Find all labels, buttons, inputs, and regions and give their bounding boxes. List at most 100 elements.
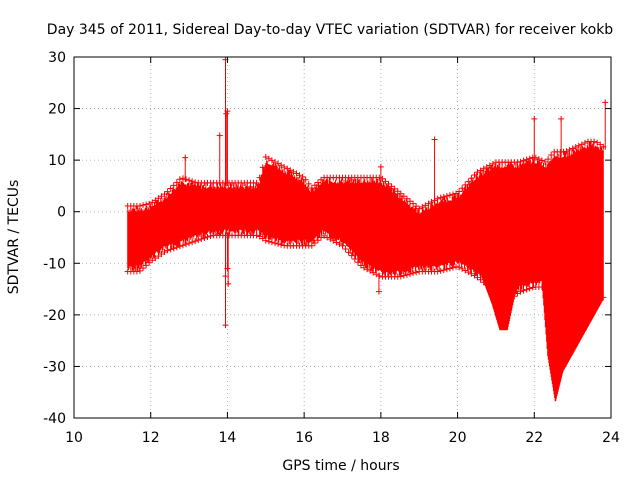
sdtvar-point [179, 242, 186, 249]
sdtvar-point [189, 178, 196, 185]
sdtvar-point [388, 183, 395, 190]
sdtvar-point [284, 165, 291, 172]
y-tick-label: 30 [48, 50, 66, 66]
sdtvar-point [523, 156, 530, 163]
sdtvar-point [155, 253, 162, 260]
sdtvar-point [471, 171, 478, 178]
x-axis-label: GPS time / hours [282, 458, 399, 474]
sdtvar-point [268, 239, 275, 246]
sdtvar-point [281, 163, 288, 170]
sdtvar-point [146, 200, 153, 207]
plot-frame [73, 56, 612, 419]
sdtvar-point [198, 236, 205, 243]
sdtvar-point [370, 269, 377, 276]
sdtvar-point [591, 138, 598, 145]
sdtvar-point [597, 141, 604, 148]
sdtvar-point [468, 270, 475, 277]
outlier-point [602, 99, 609, 106]
sdtvar-point [446, 192, 453, 199]
sdtvar-point [170, 182, 177, 189]
sdtvar-point [422, 202, 429, 209]
sdtvar-point [575, 142, 582, 149]
sdtvar-point [287, 167, 294, 174]
sdtvar-point [262, 237, 269, 244]
sdtvar-point [293, 170, 300, 177]
sdtvar-point [201, 235, 208, 242]
sdtvar-point [514, 290, 521, 297]
sdtvar-point [364, 266, 371, 273]
sdtvar-point [167, 246, 174, 253]
outlier-point [182, 154, 189, 161]
sdtvar-point [136, 202, 143, 209]
outlier-point [223, 110, 230, 117]
sdtvar-point [489, 160, 496, 167]
sdtvar-point [348, 252, 355, 259]
y-tick-label: 20 [48, 102, 66, 118]
outlier-point [224, 265, 231, 272]
sdtvar-point [391, 185, 398, 192]
sdtvar-point [299, 173, 306, 180]
sdtvar-point [563, 295, 570, 302]
sdtvar-point [492, 289, 499, 296]
sdtvar-point [520, 157, 527, 164]
sdtvar-point [477, 167, 484, 174]
x-tick-label: 16 [295, 430, 313, 446]
sdtvar-point [345, 249, 352, 256]
sdtvar-point [551, 284, 558, 291]
sdtvar-point [440, 193, 447, 200]
sdtvar-point [170, 245, 177, 252]
sdtvar-point [413, 269, 420, 276]
sdtvar-point [333, 239, 340, 246]
sdtvar-point [453, 190, 460, 197]
sdtvar-point [308, 242, 315, 249]
sdtvar-point [538, 157, 545, 164]
sdtvar-point [548, 151, 555, 158]
sdtvar-point [554, 287, 561, 294]
sdtvar-point [410, 200, 417, 207]
sdtvar-point [443, 266, 450, 273]
sdtvar-point [569, 145, 576, 152]
sdtvar-point [278, 241, 285, 248]
sdtvar-point [566, 298, 573, 305]
sdtvar-point [428, 199, 435, 206]
sdtvar-point [321, 232, 328, 239]
x-tick-label: 22 [525, 430, 543, 446]
sdtvar-point [416, 205, 423, 212]
sdtvar-point [471, 272, 478, 279]
sdtvar-point [594, 298, 601, 305]
x-tick-label: 14 [219, 430, 237, 446]
sdtvar-point [275, 240, 282, 247]
sdtvar-point [183, 176, 190, 183]
sdtvar-point [268, 157, 275, 164]
outlier-point [431, 136, 438, 143]
sdtvar-point [259, 235, 266, 242]
outlier-point [225, 280, 232, 287]
y-axis-label: SDTVAR / TECUs [6, 180, 22, 295]
sdtvar-point [400, 272, 407, 279]
sdtvar-point [360, 264, 367, 271]
sdtvar-point [327, 236, 334, 243]
outlier-point [558, 115, 565, 122]
outlier-point [377, 163, 384, 170]
sdtvar-point [548, 284, 555, 291]
x-tick-label: 24 [602, 430, 620, 446]
x-tick-label: 10 [65, 430, 83, 446]
sdtvar-point [336, 241, 343, 248]
sdtvar-point [403, 271, 410, 278]
sdtvar-point [149, 199, 156, 206]
y-tick-label: -10 [43, 256, 66, 272]
sdtvar-point [575, 303, 582, 310]
sdtvar-point [560, 292, 567, 299]
sdtvar-point [486, 284, 493, 291]
x-tick-label: 18 [372, 430, 390, 446]
sdtvar-point [557, 290, 564, 297]
sdtvar-band [127, 141, 604, 306]
sdtvar-point [140, 202, 147, 209]
sdtvar-point [474, 274, 481, 281]
sdtvar-point [514, 159, 521, 166]
sdtvar-point [176, 176, 183, 183]
sdtvar-point [542, 158, 549, 165]
sdtvar-point [594, 139, 601, 146]
sdtvar-dip-2 [541, 273, 604, 402]
